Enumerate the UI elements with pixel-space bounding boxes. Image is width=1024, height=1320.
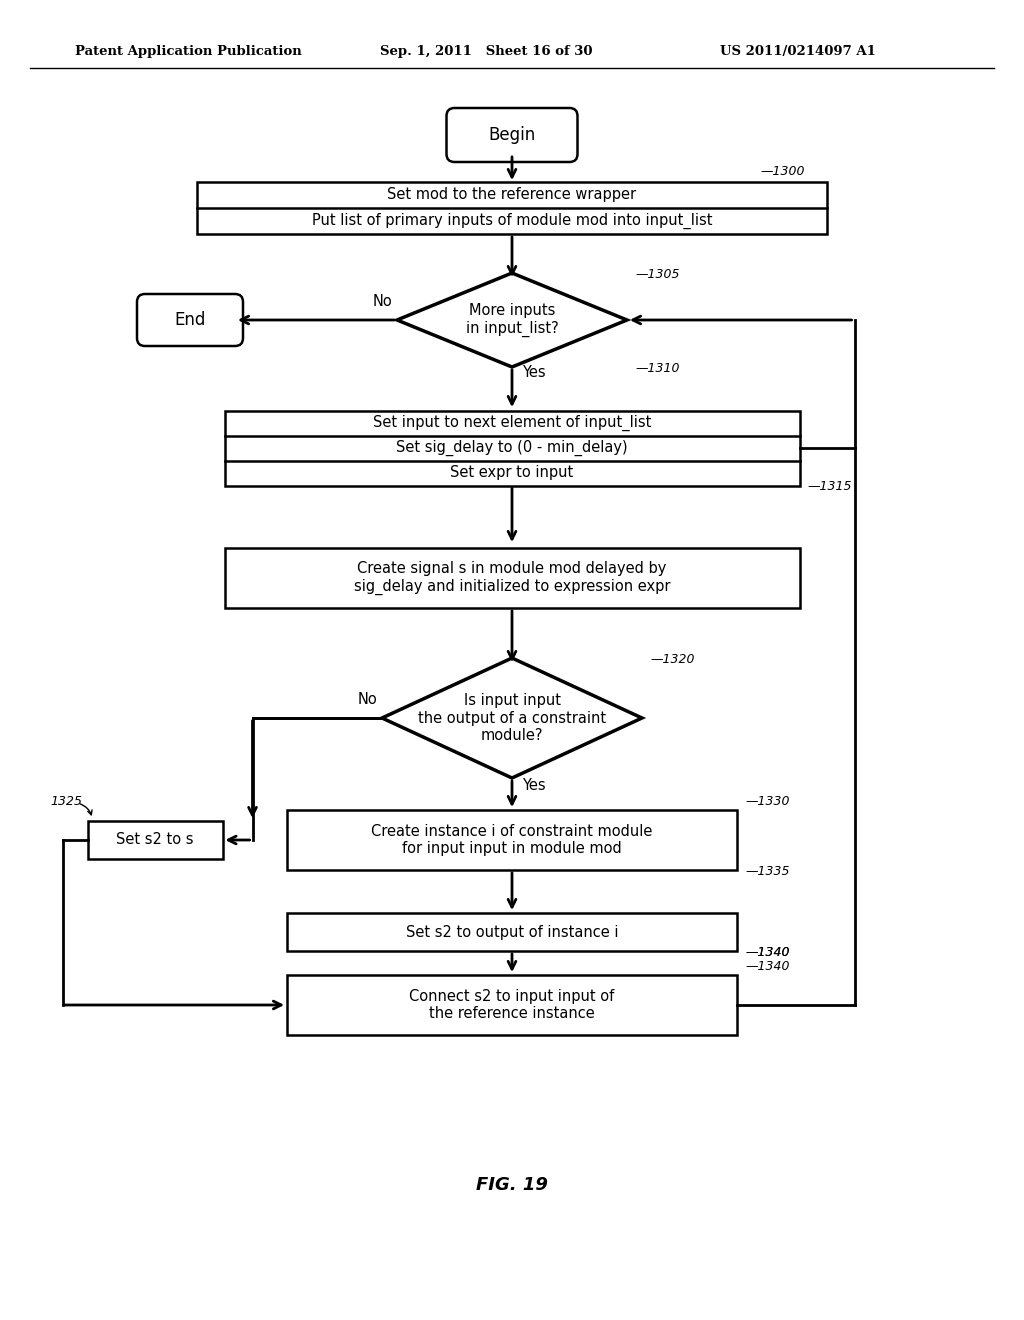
Text: Set expr to input: Set expr to input <box>451 466 573 480</box>
Text: Set sig_delay to (0 - min_delay): Set sig_delay to (0 - min_delay) <box>396 440 628 457</box>
Text: Set s2 to s: Set s2 to s <box>117 833 194 847</box>
Text: —1305: —1305 <box>635 268 680 281</box>
Text: Create instance i of constraint module
for input input in module mod: Create instance i of constraint module f… <box>372 824 652 857</box>
Text: Connect s2 to input input of
the reference instance: Connect s2 to input input of the referen… <box>410 989 614 1022</box>
Bar <box>287 975 737 1035</box>
Text: Sep. 1, 2011   Sheet 16 of 30: Sep. 1, 2011 Sheet 16 of 30 <box>380 45 593 58</box>
Text: Yes: Yes <box>522 366 546 380</box>
Text: Set s2 to output of instance i: Set s2 to output of instance i <box>406 924 618 940</box>
Text: —1320: —1320 <box>650 653 694 667</box>
Bar <box>287 913 737 950</box>
FancyBboxPatch shape <box>446 108 578 162</box>
Text: Patent Application Publication: Patent Application Publication <box>75 45 302 58</box>
Text: Create signal s in module mod delayed by
sig_delay and initialized to expression: Create signal s in module mod delayed by… <box>353 561 671 595</box>
Text: Yes: Yes <box>522 777 546 793</box>
Text: End: End <box>174 312 206 329</box>
FancyBboxPatch shape <box>137 294 243 346</box>
Bar <box>224 411 800 486</box>
Text: —1335: —1335 <box>745 865 790 878</box>
Polygon shape <box>382 657 642 777</box>
Text: 1325: 1325 <box>50 795 83 808</box>
Text: —1300: —1300 <box>760 165 805 178</box>
Text: No: No <box>373 294 392 309</box>
Text: —1340: —1340 <box>745 960 790 973</box>
Text: Set input to next element of input_list: Set input to next element of input_list <box>373 414 651 432</box>
Text: —1310: —1310 <box>635 362 680 375</box>
Text: —1330: —1330 <box>745 795 790 808</box>
Text: Is input input
the output of a constraint
module?: Is input input the output of a constrain… <box>418 693 606 743</box>
Polygon shape <box>397 273 627 367</box>
Text: Begin: Begin <box>488 125 536 144</box>
Bar <box>87 821 222 859</box>
Text: No: No <box>357 692 377 708</box>
Text: More inputs
in input_list?: More inputs in input_list? <box>466 304 558 337</box>
Text: —1340: —1340 <box>745 946 790 960</box>
Text: Put list of primary inputs of module mod into input_list: Put list of primary inputs of module mod… <box>311 213 713 230</box>
Bar <box>197 182 827 234</box>
Text: Set mod to the reference wrapper: Set mod to the reference wrapper <box>387 187 637 202</box>
Bar <box>287 810 737 870</box>
Text: FIG. 19: FIG. 19 <box>476 1176 548 1195</box>
Text: —1340: —1340 <box>745 946 790 960</box>
Text: US 2011/0214097 A1: US 2011/0214097 A1 <box>720 45 876 58</box>
Text: —1315: —1315 <box>808 480 852 494</box>
Bar <box>224 548 800 609</box>
